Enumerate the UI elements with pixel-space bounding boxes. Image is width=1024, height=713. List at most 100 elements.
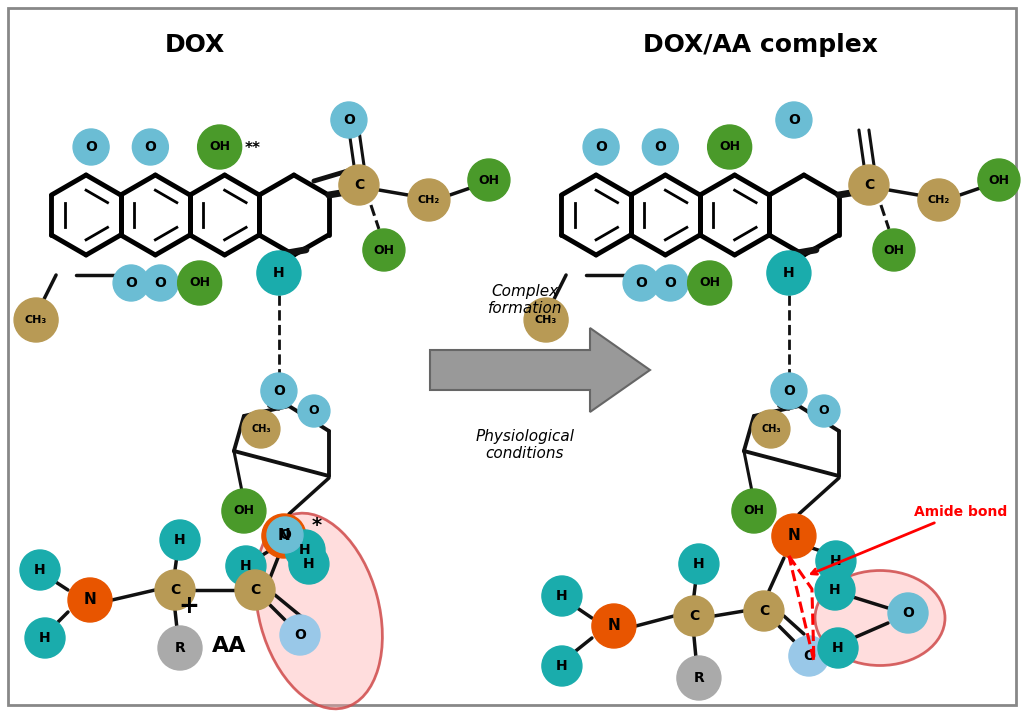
Circle shape	[289, 544, 329, 584]
Circle shape	[267, 517, 303, 553]
Circle shape	[771, 373, 807, 409]
Text: N: N	[787, 528, 801, 543]
Circle shape	[222, 489, 266, 533]
Circle shape	[362, 229, 404, 271]
Text: DOX: DOX	[165, 33, 225, 57]
Circle shape	[25, 618, 65, 658]
Circle shape	[155, 570, 195, 610]
Text: CH₂: CH₂	[418, 195, 440, 205]
Text: **: **	[245, 141, 261, 156]
Text: OH: OH	[189, 277, 210, 289]
Circle shape	[331, 102, 367, 138]
Text: H: H	[829, 583, 841, 597]
Text: N: N	[607, 618, 621, 633]
Circle shape	[142, 265, 178, 301]
Circle shape	[542, 576, 582, 616]
Text: CH₃: CH₃	[251, 424, 270, 434]
Circle shape	[113, 265, 150, 301]
Text: O: O	[125, 276, 137, 290]
Text: O: O	[665, 276, 676, 290]
Circle shape	[285, 530, 325, 570]
Text: O: O	[273, 384, 285, 398]
Circle shape	[160, 520, 200, 560]
Text: Complex
formation: Complex formation	[487, 284, 562, 316]
Text: O: O	[294, 628, 306, 642]
Text: CH₃: CH₃	[535, 315, 557, 325]
Text: OH: OH	[209, 140, 230, 153]
Text: C: C	[170, 583, 180, 597]
Text: O: O	[308, 404, 319, 418]
Text: Physiological
conditions: Physiological conditions	[475, 429, 574, 461]
Circle shape	[262, 514, 306, 558]
Text: R: R	[175, 641, 185, 655]
Text: OH: OH	[374, 244, 394, 257]
Text: N: N	[84, 593, 96, 607]
Text: H: H	[39, 631, 51, 645]
Circle shape	[708, 125, 752, 169]
Text: H: H	[556, 659, 567, 673]
Text: OH: OH	[699, 277, 720, 289]
Text: O: O	[783, 384, 795, 398]
Circle shape	[339, 165, 379, 205]
Circle shape	[872, 229, 914, 271]
Text: O: O	[595, 140, 607, 154]
Circle shape	[679, 544, 719, 584]
Text: +: +	[178, 594, 200, 618]
Text: H: H	[273, 266, 285, 280]
Circle shape	[808, 395, 840, 427]
Circle shape	[542, 646, 582, 686]
Text: O: O	[280, 528, 291, 542]
Circle shape	[674, 596, 714, 636]
Circle shape	[298, 395, 330, 427]
Text: H: H	[830, 554, 842, 568]
FancyBboxPatch shape	[8, 8, 1016, 705]
Circle shape	[818, 628, 858, 668]
Text: H: H	[34, 563, 46, 577]
Circle shape	[815, 570, 855, 610]
Text: OH: OH	[988, 173, 1010, 187]
Circle shape	[652, 265, 688, 301]
Text: CH₃: CH₃	[25, 315, 47, 325]
Circle shape	[752, 410, 790, 448]
Circle shape	[688, 261, 731, 305]
Circle shape	[767, 251, 811, 295]
Circle shape	[732, 489, 776, 533]
Circle shape	[242, 410, 280, 448]
Text: H: H	[556, 589, 567, 603]
Circle shape	[257, 251, 301, 295]
Polygon shape	[430, 328, 650, 412]
Circle shape	[772, 514, 816, 558]
Text: CH₂: CH₂	[928, 195, 950, 205]
Circle shape	[177, 261, 221, 305]
Text: O: O	[343, 113, 355, 127]
Text: C: C	[354, 178, 365, 192]
Text: N: N	[278, 528, 290, 543]
Circle shape	[408, 179, 450, 221]
Text: H: H	[299, 543, 311, 557]
Text: O: O	[155, 276, 166, 290]
Text: DOX/AA complex: DOX/AA complex	[643, 33, 878, 57]
Circle shape	[524, 298, 568, 342]
Circle shape	[261, 373, 297, 409]
Text: AA: AA	[212, 636, 246, 656]
Circle shape	[816, 541, 856, 581]
Circle shape	[743, 591, 784, 631]
Text: C: C	[759, 604, 769, 618]
Text: O: O	[85, 140, 97, 154]
Text: C: C	[864, 178, 874, 192]
Text: O: O	[654, 140, 667, 154]
Ellipse shape	[815, 570, 945, 665]
Circle shape	[468, 159, 510, 201]
Circle shape	[20, 550, 60, 590]
Text: O: O	[818, 404, 829, 418]
Circle shape	[583, 129, 620, 165]
Text: Amide bond: Amide bond	[811, 505, 1008, 574]
Circle shape	[73, 129, 110, 165]
Text: OH: OH	[719, 140, 740, 153]
Circle shape	[978, 159, 1020, 201]
Text: C: C	[250, 583, 260, 597]
Text: R: R	[693, 671, 705, 685]
Circle shape	[68, 578, 112, 622]
Circle shape	[788, 636, 828, 676]
Text: OH: OH	[478, 173, 500, 187]
